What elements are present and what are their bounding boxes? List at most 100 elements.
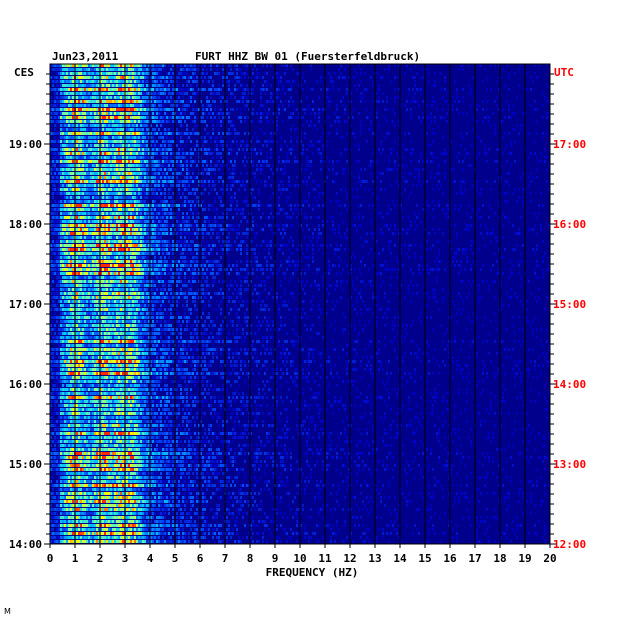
spectrogram-cell — [128, 212, 130, 215]
spectrogram-cell — [178, 212, 180, 215]
spectrogram-cell — [204, 216, 206, 219]
spectrogram-cell — [146, 108, 148, 111]
spectrogram-cell — [86, 224, 88, 227]
spectrogram-cell — [152, 128, 154, 131]
spectrogram-cell — [152, 216, 154, 219]
spectrogram-cell — [168, 224, 170, 227]
spectrogram-cell — [72, 64, 74, 67]
spectrogram-cell — [150, 144, 152, 147]
spectrogram-cell — [102, 136, 104, 139]
spectrogram-cell — [170, 204, 172, 207]
spectrogram-cell — [534, 72, 536, 75]
spectrogram-cell — [88, 220, 90, 223]
spectrogram-cell — [302, 72, 304, 75]
spectrogram-cell — [114, 88, 116, 91]
spectrogram-cell — [64, 236, 66, 239]
spectrogram-cell — [126, 132, 128, 135]
spectrogram-cell — [166, 208, 168, 211]
spectrogram-cell — [100, 112, 102, 115]
spectrogram-cell — [350, 148, 352, 151]
spectrogram-cell — [166, 108, 168, 111]
spectrogram-cell — [112, 236, 114, 239]
spectrogram-cell — [420, 152, 422, 155]
spectrogram-cell — [288, 160, 290, 163]
spectrogram-cell — [204, 140, 206, 143]
spectrogram-cell — [54, 100, 56, 103]
spectrogram-cell — [114, 148, 116, 151]
spectrogram-cell — [288, 204, 290, 207]
spectrogram-cell — [102, 220, 104, 223]
spectrogram-cell — [214, 140, 216, 143]
spectrogram-cell — [460, 144, 462, 147]
spectrogram-cell — [178, 164, 180, 167]
spectrogram-cell — [132, 120, 134, 123]
spectrogram-cell — [156, 68, 158, 71]
spectrogram-cell — [102, 104, 104, 107]
spectrogram-cell — [70, 176, 72, 179]
spectrogram-cell — [328, 160, 330, 163]
spectrogram-cell — [404, 104, 406, 107]
spectrogram-cell — [66, 88, 68, 91]
spectrogram-cell — [198, 164, 200, 167]
spectrogram-cell — [66, 196, 68, 199]
spectrogram-cell — [318, 108, 320, 111]
spectrogram-cell — [56, 220, 58, 223]
spectrogram-cell — [70, 156, 72, 159]
spectrogram-cell — [128, 136, 130, 139]
spectrogram-cell — [256, 180, 258, 183]
spectrogram-cell — [232, 124, 234, 127]
spectrogram-cell — [94, 144, 96, 147]
spectrogram-cell — [178, 140, 180, 143]
spectrogram-cell — [194, 124, 196, 127]
spectrogram-cell — [66, 180, 68, 183]
spectrogram-cell — [138, 168, 140, 171]
spectrogram-cell — [90, 224, 92, 227]
spectrogram-cell — [146, 92, 148, 95]
spectrogram-cell — [90, 108, 92, 111]
spectrogram-cell — [120, 88, 122, 91]
spectrogram-cell — [78, 128, 80, 131]
spectrogram-cell — [80, 152, 82, 155]
spectrogram-cell — [80, 200, 82, 203]
spectrogram-cell — [154, 100, 156, 103]
spectrogram-cell — [186, 232, 188, 235]
spectrogram-cell — [492, 112, 494, 115]
spectrogram-cell — [234, 180, 236, 183]
spectrogram-cell — [164, 132, 166, 135]
spectrogram-cell — [142, 136, 144, 139]
spectrogram-cell — [66, 220, 68, 223]
spectrogram-cell — [282, 188, 284, 191]
spectrogram-cell — [210, 180, 212, 183]
spectrogram-cell — [62, 228, 64, 231]
spectrogram-cell — [208, 104, 210, 107]
spectrogram-cell — [164, 220, 166, 223]
spectrogram-cell — [60, 116, 62, 119]
spectrogram-cell — [304, 236, 306, 239]
spectrogram-cell — [66, 84, 68, 87]
spectrogram-cell — [62, 64, 64, 67]
spectrogram-cell — [62, 112, 64, 115]
spectrogram-cell — [222, 180, 224, 183]
spectrogram-cell — [252, 196, 254, 199]
spectrogram-cell — [160, 96, 162, 99]
spectrogram-cell — [108, 156, 110, 159]
spectrogram-cell — [120, 124, 122, 127]
spectrogram-cell — [180, 236, 182, 239]
spectrogram-cell — [414, 220, 416, 223]
spectrogram-cell — [72, 236, 74, 239]
spectrogram-cell — [256, 152, 258, 155]
spectrogram-cell — [262, 168, 264, 171]
spectrogram-cell — [162, 216, 164, 219]
spectrogram-cell — [472, 184, 474, 187]
spectrogram-cell — [214, 224, 216, 227]
spectrogram-cell — [112, 184, 114, 187]
spectrogram-cell — [376, 112, 378, 115]
spectrogram-cell — [158, 76, 160, 79]
spectrogram-cell — [94, 156, 96, 159]
spectrogram-cell — [138, 192, 140, 195]
spectrogram-cell — [442, 208, 444, 211]
spectrogram-cell — [86, 196, 88, 199]
spectrogram-cell — [218, 148, 220, 151]
spectrogram-cell — [198, 148, 200, 151]
spectrogram-cell — [248, 64, 250, 67]
